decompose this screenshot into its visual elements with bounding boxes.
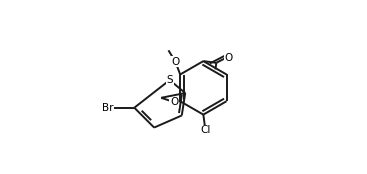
Text: Br: Br [102, 103, 113, 113]
Text: O: O [170, 97, 178, 107]
Text: O: O [225, 53, 233, 63]
Text: O: O [171, 57, 179, 66]
Text: Cl: Cl [200, 125, 210, 135]
Text: S: S [166, 75, 173, 85]
